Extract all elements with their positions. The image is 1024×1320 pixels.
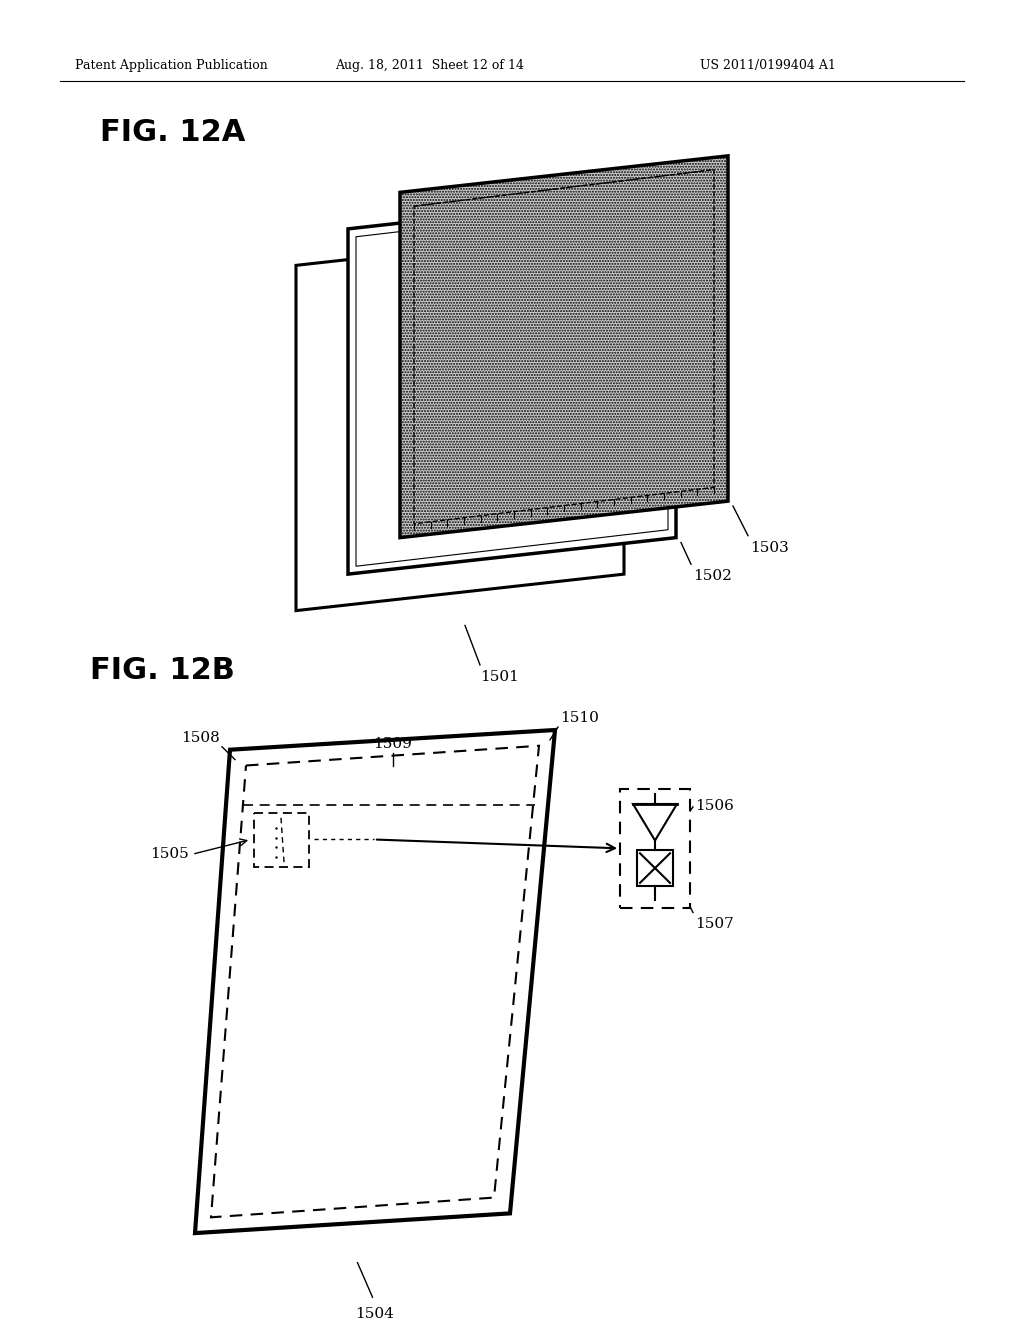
Text: FIG. 12B: FIG. 12B [90, 656, 234, 685]
Text: US 2011/0199404 A1: US 2011/0199404 A1 [700, 59, 836, 73]
Text: 1506: 1506 [695, 799, 734, 813]
Polygon shape [296, 228, 624, 611]
Text: 1501: 1501 [480, 669, 519, 684]
Text: 1510: 1510 [560, 711, 599, 725]
Polygon shape [633, 804, 677, 841]
Polygon shape [400, 156, 728, 537]
Text: 1502: 1502 [693, 569, 732, 583]
Bar [637, 850, 673, 886]
Text: FIG. 12A: FIG. 12A [100, 119, 246, 148]
Text: 1508: 1508 [181, 731, 220, 744]
Text: 1507: 1507 [695, 917, 734, 932]
Text: 1509: 1509 [373, 737, 412, 751]
Text: 1503: 1503 [750, 541, 788, 554]
Polygon shape [348, 193, 676, 574]
Text: Patent Application Publication: Patent Application Publication [75, 59, 267, 73]
Bar [620, 789, 690, 908]
Text: 1505: 1505 [150, 847, 188, 861]
Polygon shape [195, 730, 555, 1233]
Text: 1504: 1504 [355, 1307, 394, 1320]
Text: Aug. 18, 2011  Sheet 12 of 14: Aug. 18, 2011 Sheet 12 of 14 [336, 59, 524, 73]
Polygon shape [254, 813, 309, 867]
